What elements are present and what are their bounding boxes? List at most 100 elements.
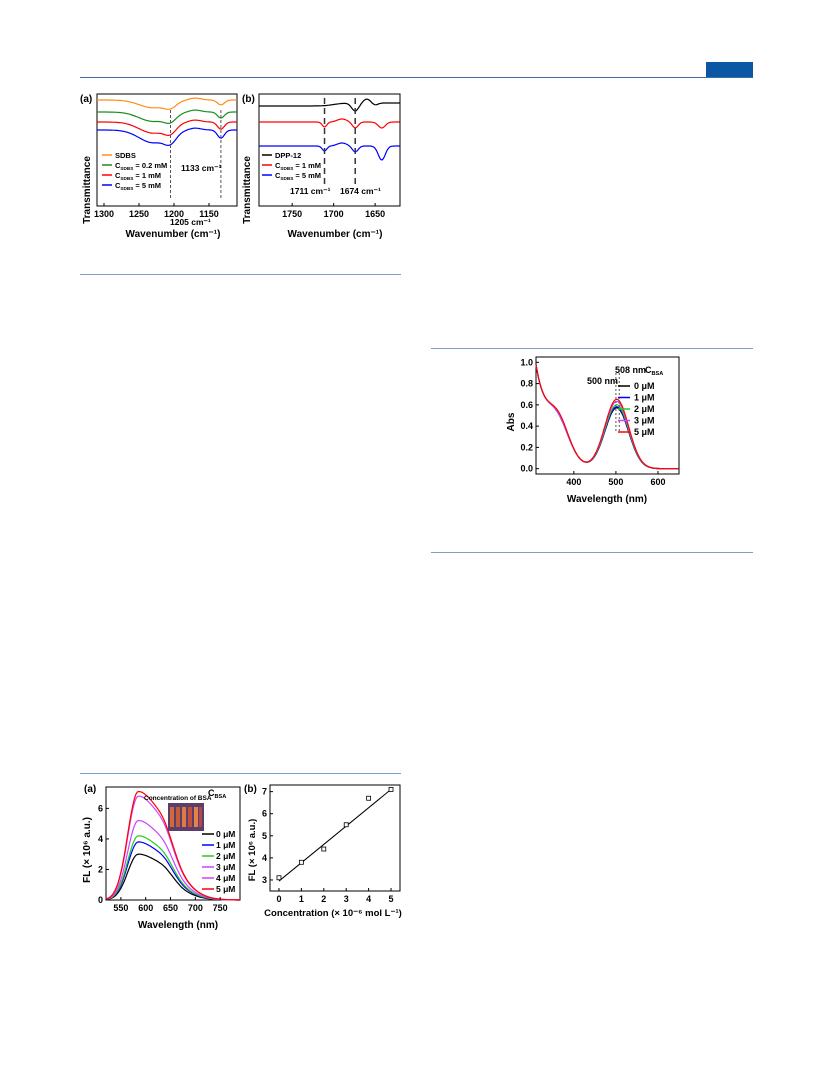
legend-entry: 2 μM bbox=[216, 851, 235, 861]
y-tick-label: 0.4 bbox=[520, 421, 533, 431]
rule-right-1 bbox=[431, 348, 753, 349]
x-tick-label: 1250 bbox=[129, 209, 149, 219]
legend-entry: SDBS bbox=[115, 151, 136, 160]
x-axis-label: Wavelength (nm) bbox=[138, 920, 218, 931]
data-point bbox=[276, 875, 282, 881]
x-tick-label: 1150 bbox=[199, 209, 219, 219]
annotation-1205: 1205 cm⁻¹ bbox=[170, 217, 211, 227]
legend-entry: 4 μM bbox=[216, 873, 235, 883]
x-axis-label: Concentration (× 10⁻⁶ mol L⁻¹) bbox=[264, 908, 402, 919]
y-axis-label: FL (× 10⁶ a.u.) bbox=[247, 819, 258, 882]
plot-frame bbox=[269, 784, 401, 892]
x-axis-label: Wavelength (nm) bbox=[567, 494, 647, 505]
x-tick-label: 1750 bbox=[282, 209, 302, 219]
y-tick-label: 0.6 bbox=[520, 400, 533, 410]
legend-entry: CSDBS = 5 mM bbox=[275, 171, 321, 181]
legend-entry: 0 μM bbox=[634, 381, 655, 391]
legend-title: CBSA bbox=[645, 365, 663, 377]
plot-frame bbox=[258, 93, 401, 207]
series-line-1 bbox=[97, 97, 237, 110]
rule-left-1 bbox=[80, 274, 401, 275]
legend-entry: 2 μM bbox=[634, 404, 655, 414]
x-axis-label: Wavenumber (cm⁻¹) bbox=[126, 229, 221, 240]
panel-label: (b) bbox=[242, 94, 255, 105]
y-tick-label: 2 bbox=[98, 864, 103, 874]
x-tick-label: 700 bbox=[188, 903, 203, 913]
y-tick-label: 7 bbox=[262, 787, 267, 797]
header-tab bbox=[706, 62, 753, 78]
concentration-fit-chart: (b) FL (× 10⁶ a.u.) 0 1 2 3 4 5 3 4 5 6 7 Concentr… bbox=[244, 784, 402, 919]
annotation-1674: 1674 cm⁻¹ bbox=[340, 186, 381, 196]
y-tick-label: 4 bbox=[98, 834, 103, 844]
annotation-500: 500 nm bbox=[587, 376, 618, 386]
x-tick-label: 750 bbox=[213, 903, 228, 913]
x-tick-label: 1200 bbox=[164, 209, 184, 219]
series-line-2 bbox=[259, 118, 400, 129]
y-tick-label: 0.8 bbox=[520, 379, 533, 389]
legend-entry: CSDBS = 1 mM bbox=[115, 171, 161, 181]
y-tick-label: 6 bbox=[98, 803, 103, 813]
x-tick-label: 1300 bbox=[94, 209, 114, 219]
x-axis-label: Wavenumber (cm⁻¹) bbox=[288, 229, 383, 240]
plot-frame bbox=[105, 786, 241, 901]
x-tick-label: 600 bbox=[138, 903, 153, 913]
y-axis-label: FL (× 10⁶ a.u.) bbox=[82, 817, 93, 883]
x-tick-label: 0 bbox=[276, 894, 281, 904]
inset-title: Concentration of BSA bbox=[144, 795, 212, 802]
inset-photo bbox=[168, 803, 204, 831]
fit-line bbox=[278, 789, 392, 882]
x-tick-label: 500 bbox=[608, 477, 623, 487]
x-tick-label: 1 bbox=[299, 894, 304, 904]
x-tick-label: 600 bbox=[650, 477, 665, 487]
legend-entry: 3 μM bbox=[634, 416, 655, 426]
data-point bbox=[321, 846, 327, 852]
series-line-4 bbox=[97, 127, 237, 147]
series-line-3 bbox=[97, 119, 237, 137]
y-axis-label: Abs bbox=[506, 412, 517, 431]
y-tick-label: 6 bbox=[262, 809, 267, 819]
data-point bbox=[388, 787, 394, 792]
y-axis-label: Transmittance bbox=[82, 156, 93, 224]
annotation-1133: 1133 cm⁻¹ bbox=[181, 163, 222, 173]
ir-chart-b: (b) Transmittance 1750 1700 1650 DPP-12CSD… bbox=[242, 93, 401, 240]
y-tick-label: 4 bbox=[262, 853, 267, 863]
series-line-1 bbox=[259, 98, 400, 112]
panel-label: (a) bbox=[80, 94, 92, 105]
panel-label: (b) bbox=[244, 784, 257, 795]
legend-entry: CSDBS = 5 mM bbox=[115, 181, 161, 191]
fluorescence-chart: (a) FL (× 10⁶ a.u.) 550 600 650 700 7500246 … bbox=[82, 784, 241, 931]
legend-entry: 5 μM bbox=[216, 884, 235, 894]
legend-entry: 0 μM bbox=[216, 829, 235, 839]
plot-frame bbox=[96, 93, 238, 207]
y-tick-label: 0.0 bbox=[520, 464, 533, 474]
series-line-3 bbox=[259, 142, 400, 161]
series-line-6 bbox=[105, 790, 240, 901]
panel-label: (a) bbox=[84, 784, 96, 795]
y-tick-label: 1.0 bbox=[520, 357, 533, 367]
x-tick-label: 2 bbox=[321, 894, 326, 904]
annotation-1711: 1711 cm⁻¹ bbox=[290, 186, 331, 196]
header-rule bbox=[80, 77, 753, 78]
x-tick-label: 3 bbox=[344, 894, 349, 904]
rule-right-2 bbox=[431, 552, 753, 553]
legend-entry: CSDBS = 1 mM bbox=[275, 161, 321, 171]
legend-entry: CSDBS = 0.2 mM bbox=[115, 161, 167, 171]
data-point bbox=[366, 795, 372, 801]
annotation-508: 508 nm bbox=[615, 365, 646, 375]
legend-entry: 5 μM bbox=[634, 427, 655, 437]
y-axis-label: Transmittance bbox=[242, 156, 253, 224]
x-tick-label: 650 bbox=[163, 903, 178, 913]
series-line-2 bbox=[97, 109, 237, 125]
data-point bbox=[298, 859, 304, 865]
x-tick-label: 4 bbox=[366, 894, 371, 904]
y-tick-label: 0 bbox=[98, 895, 103, 905]
x-tick-label: 5 bbox=[389, 894, 394, 904]
legend-entry: DPP-12 bbox=[275, 151, 301, 160]
x-tick-label: 1700 bbox=[324, 209, 344, 219]
rule-left-2 bbox=[80, 773, 401, 774]
legend-entry: 1 μM bbox=[216, 840, 235, 850]
x-tick-label: 1650 bbox=[365, 209, 385, 219]
y-tick-label: 0.2 bbox=[520, 442, 533, 452]
y-tick-label: 3 bbox=[262, 875, 267, 885]
ir-chart-a: (a) Transmittance 1300 1250 1200 1150 SDBSC… bbox=[80, 93, 238, 240]
